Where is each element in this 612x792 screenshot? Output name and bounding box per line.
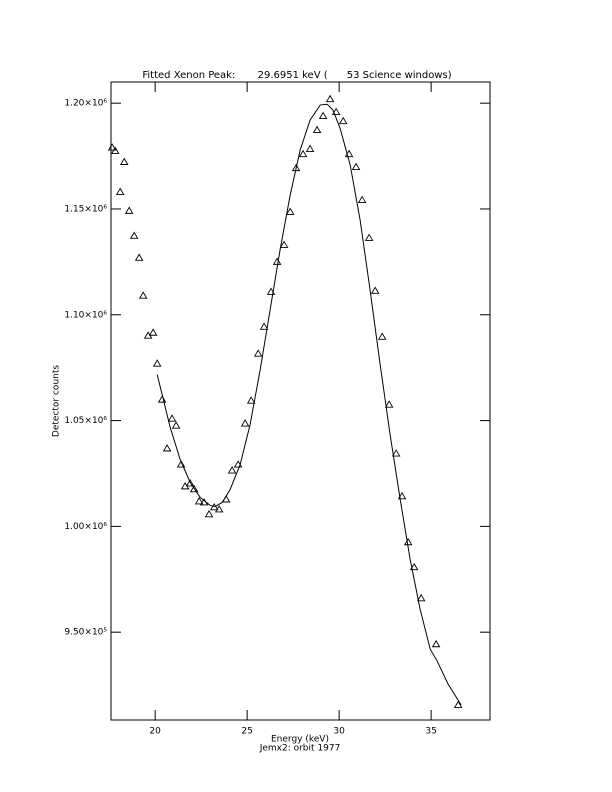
data-point xyxy=(162,444,172,452)
x-tick-label: 25 xyxy=(241,727,252,737)
data-point xyxy=(409,562,419,571)
data-point xyxy=(272,257,282,265)
data-point xyxy=(298,149,308,158)
data-point xyxy=(338,116,348,125)
data-point xyxy=(397,491,407,500)
data-point xyxy=(312,125,322,133)
data-point xyxy=(453,700,463,708)
data-point xyxy=(305,144,315,153)
data-point xyxy=(152,359,162,367)
data-point xyxy=(318,111,328,120)
data-point xyxy=(240,419,250,427)
data-point xyxy=(259,322,269,330)
data-point xyxy=(167,414,177,422)
y-axis-label: Detector counts xyxy=(52,365,62,437)
y-tick-label: 1.00×10⁶ xyxy=(64,522,107,532)
data-point xyxy=(253,349,263,357)
data-point xyxy=(110,146,120,154)
fit-line xyxy=(156,103,462,706)
data-point xyxy=(351,162,361,171)
data-point xyxy=(209,502,219,511)
data-point xyxy=(204,509,214,518)
data-point xyxy=(189,484,199,493)
x-tick-label: 35 xyxy=(425,727,436,737)
data-point xyxy=(384,400,394,408)
y-tick-label: 1.10×10⁶ xyxy=(64,310,107,320)
data-point xyxy=(279,240,289,248)
data-point xyxy=(416,593,426,602)
y-tick-label: 1.05×10⁶ xyxy=(64,416,107,426)
data-point xyxy=(331,107,341,115)
chart-title: Fitted Xenon Peak: 29.6951 keV ( 53 Scie… xyxy=(142,70,451,81)
data-point xyxy=(285,207,295,215)
x-axis-label: Energy (keV) xyxy=(271,735,329,745)
data-point xyxy=(325,94,335,103)
data-point xyxy=(364,233,374,241)
data-point xyxy=(246,396,256,404)
data-point xyxy=(377,332,387,340)
data-point xyxy=(134,253,144,261)
data-point xyxy=(138,291,148,299)
data-point xyxy=(227,466,237,474)
data-point xyxy=(107,143,117,151)
data-point xyxy=(403,537,413,546)
data-point xyxy=(370,286,380,294)
x-tick-label: 30 xyxy=(333,727,345,737)
plot-frame xyxy=(110,81,491,721)
data-point xyxy=(176,460,186,468)
data-point xyxy=(157,395,167,403)
chart-subtitle: Jemx2: orbit 1977 xyxy=(259,744,341,754)
data-point xyxy=(129,231,139,239)
data-point xyxy=(214,505,224,513)
data-point xyxy=(148,328,158,336)
data-point xyxy=(391,449,401,457)
data-point xyxy=(115,187,125,195)
data-point xyxy=(119,157,129,165)
y-tick-label: 1.20×10⁶ xyxy=(64,99,107,109)
data-point xyxy=(171,421,181,429)
y-tick-label: 9.50×10⁵ xyxy=(64,628,107,638)
data-point xyxy=(357,195,367,204)
data-point xyxy=(124,206,134,214)
y-tick-label: 1.15×10⁶ xyxy=(64,204,107,214)
data-point xyxy=(431,639,441,648)
data-point xyxy=(194,497,204,505)
data-point xyxy=(185,479,195,487)
x-tick-label: 20 xyxy=(149,727,161,737)
